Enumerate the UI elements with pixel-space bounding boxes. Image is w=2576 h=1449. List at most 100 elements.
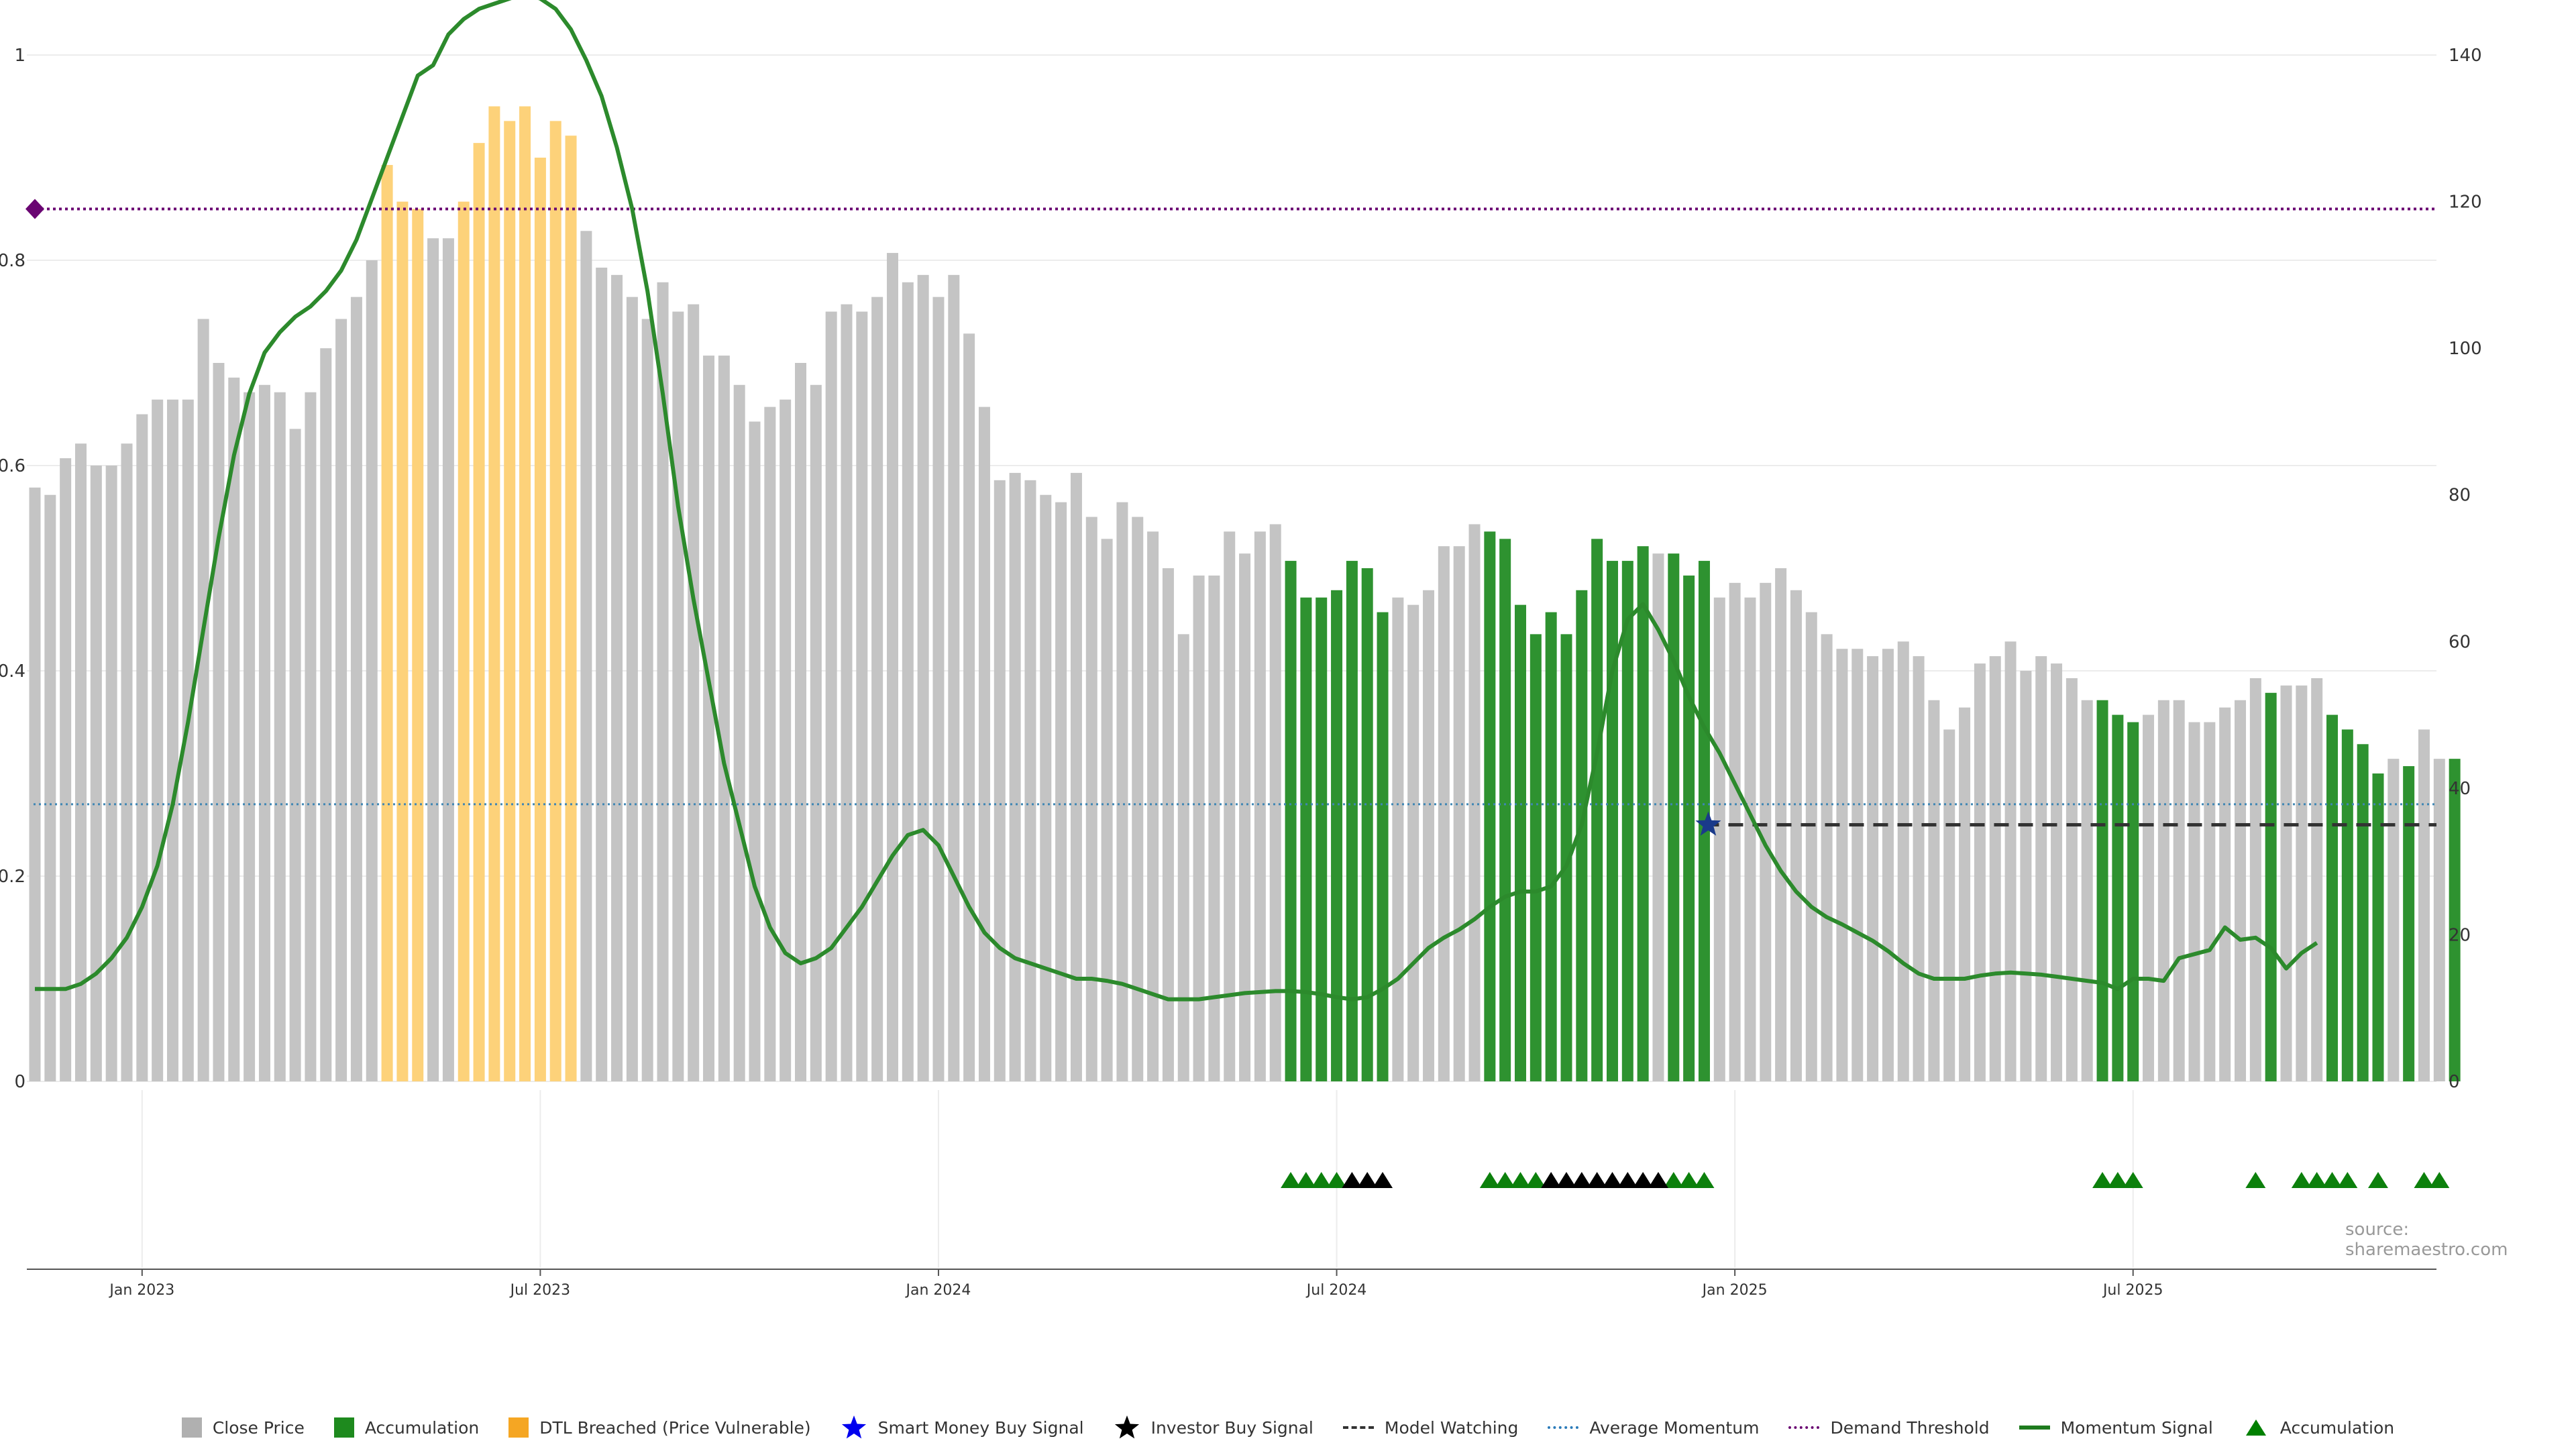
accumulation-marker — [1678, 1172, 1699, 1188]
price-bar — [978, 407, 990, 1081]
price-bar — [549, 121, 561, 1081]
left-tick-label: 0.8 — [0, 251, 25, 271]
price-bar — [1361, 568, 1373, 1081]
price-bar — [1300, 597, 1312, 1081]
price-bar — [1438, 546, 1450, 1081]
price-bar — [2326, 714, 2338, 1081]
price-bar — [2112, 714, 2124, 1081]
legend-swatch — [1342, 1426, 1374, 1429]
legend-item: Momentum Signal — [2019, 1418, 2213, 1438]
price-bar — [1867, 656, 1879, 1081]
price-bar — [1545, 612, 1557, 1081]
price-bar — [2051, 663, 2063, 1081]
accumulation-marker — [1694, 1172, 1715, 1188]
price-bar — [2249, 678, 2261, 1081]
price-bar — [1116, 502, 1128, 1081]
left-tick-label: 1 — [14, 46, 25, 66]
accumulation-marker — [2245, 1172, 2266, 1188]
legend-swatch — [333, 1417, 354, 1438]
price-bar — [350, 297, 362, 1082]
left-tick-label: 0 — [14, 1072, 25, 1092]
price-bar — [60, 458, 72, 1081]
price-bar — [274, 392, 286, 1081]
price-bar — [2341, 729, 2353, 1081]
accumulation-marker — [2414, 1172, 2434, 1188]
price-bar — [1729, 582, 1741, 1081]
price-bar — [825, 311, 837, 1081]
price-bar — [1805, 612, 1817, 1081]
legend-label: Accumulation — [2279, 1417, 2395, 1438]
price-bar — [442, 238, 454, 1081]
price-bar — [504, 121, 516, 1081]
legend-swatch — [508, 1417, 529, 1438]
price-bar — [1024, 480, 1036, 1081]
price-bar — [1177, 634, 1189, 1081]
left-tick-label: 0.4 — [0, 661, 25, 682]
price-bar — [657, 282, 669, 1082]
investor-buy-marker — [1633, 1172, 1654, 1188]
price-bar — [74, 443, 87, 1081]
price-bar — [1453, 546, 1465, 1081]
legend-label: DTL Breached (Price Vulnerable) — [539, 1417, 811, 1438]
demand-threshold-marker — [25, 199, 44, 219]
legend-item: Close Price — [181, 1417, 305, 1438]
price-bar — [289, 429, 301, 1081]
price-bar — [1331, 590, 1343, 1081]
price-bar — [1621, 561, 1633, 1081]
price-bar — [1591, 539, 1603, 1081]
price-bar — [2157, 700, 2169, 1081]
smart-money-buy-signal — [1695, 811, 1721, 836]
price-bar — [44, 494, 56, 1081]
right-tick-label: 120 — [2449, 193, 2482, 213]
investor-buy-marker — [1541, 1172, 1562, 1188]
price-bar — [2372, 773, 2384, 1081]
x-tick-label: Jul 2024 — [1305, 1282, 1367, 1299]
price-bar — [1882, 649, 1894, 1081]
price-bar — [611, 274, 623, 1081]
price-bar — [2387, 759, 2400, 1081]
price-bar — [1836, 649, 1848, 1081]
price-bar — [1085, 517, 1097, 1081]
price-bar — [596, 267, 608, 1081]
price-bar — [519, 106, 531, 1081]
price-bar — [1147, 531, 1159, 1081]
legend-label: Momentum Signal — [2060, 1417, 2213, 1438]
price-bar — [1760, 582, 1772, 1081]
price-bar — [258, 384, 270, 1082]
price-bar — [1744, 597, 1756, 1081]
source-note: source: sharemaestro.com — [2345, 1220, 2508, 1260]
price-bar — [1224, 531, 1236, 1081]
price-bar — [1239, 553, 1251, 1081]
price-bar — [1928, 700, 1940, 1081]
right-tick-label: 80 — [2449, 486, 2471, 506]
legend-item: Smart Money Buy Signal — [841, 1414, 1084, 1441]
price-bar — [427, 238, 439, 1081]
accumulation-marker — [1525, 1172, 1546, 1188]
price-bar — [2433, 759, 2445, 1081]
price-bar — [1101, 539, 1113, 1081]
price-bar — [780, 399, 792, 1081]
price-bar — [244, 392, 256, 1081]
price-bar — [902, 282, 914, 1082]
price-bar — [718, 356, 730, 1081]
x-tick-label: Jul 2025 — [2102, 1282, 2163, 1299]
price-bar — [1009, 472, 1021, 1081]
price-bar — [1162, 568, 1174, 1081]
price-bar — [2449, 759, 2461, 1081]
price-bar — [688, 304, 700, 1082]
price-bar — [90, 466, 102, 1081]
legend-label: Model Watching — [1384, 1417, 1519, 1438]
accumulation-marker — [1510, 1172, 1531, 1188]
price-bar — [1560, 634, 1572, 1081]
price-bar — [1070, 472, 1082, 1081]
legend-item: DTL Breached (Price Vulnerable) — [508, 1417, 811, 1438]
price-bar — [2173, 700, 2185, 1081]
investor-buy-marker — [1571, 1172, 1592, 1188]
accumulation-marker — [1295, 1172, 1316, 1188]
price-bar — [1576, 590, 1588, 1081]
price-bar — [1468, 524, 1481, 1081]
price-bar — [396, 201, 409, 1082]
price-bar — [320, 348, 332, 1082]
price-bar — [1989, 656, 2001, 1081]
